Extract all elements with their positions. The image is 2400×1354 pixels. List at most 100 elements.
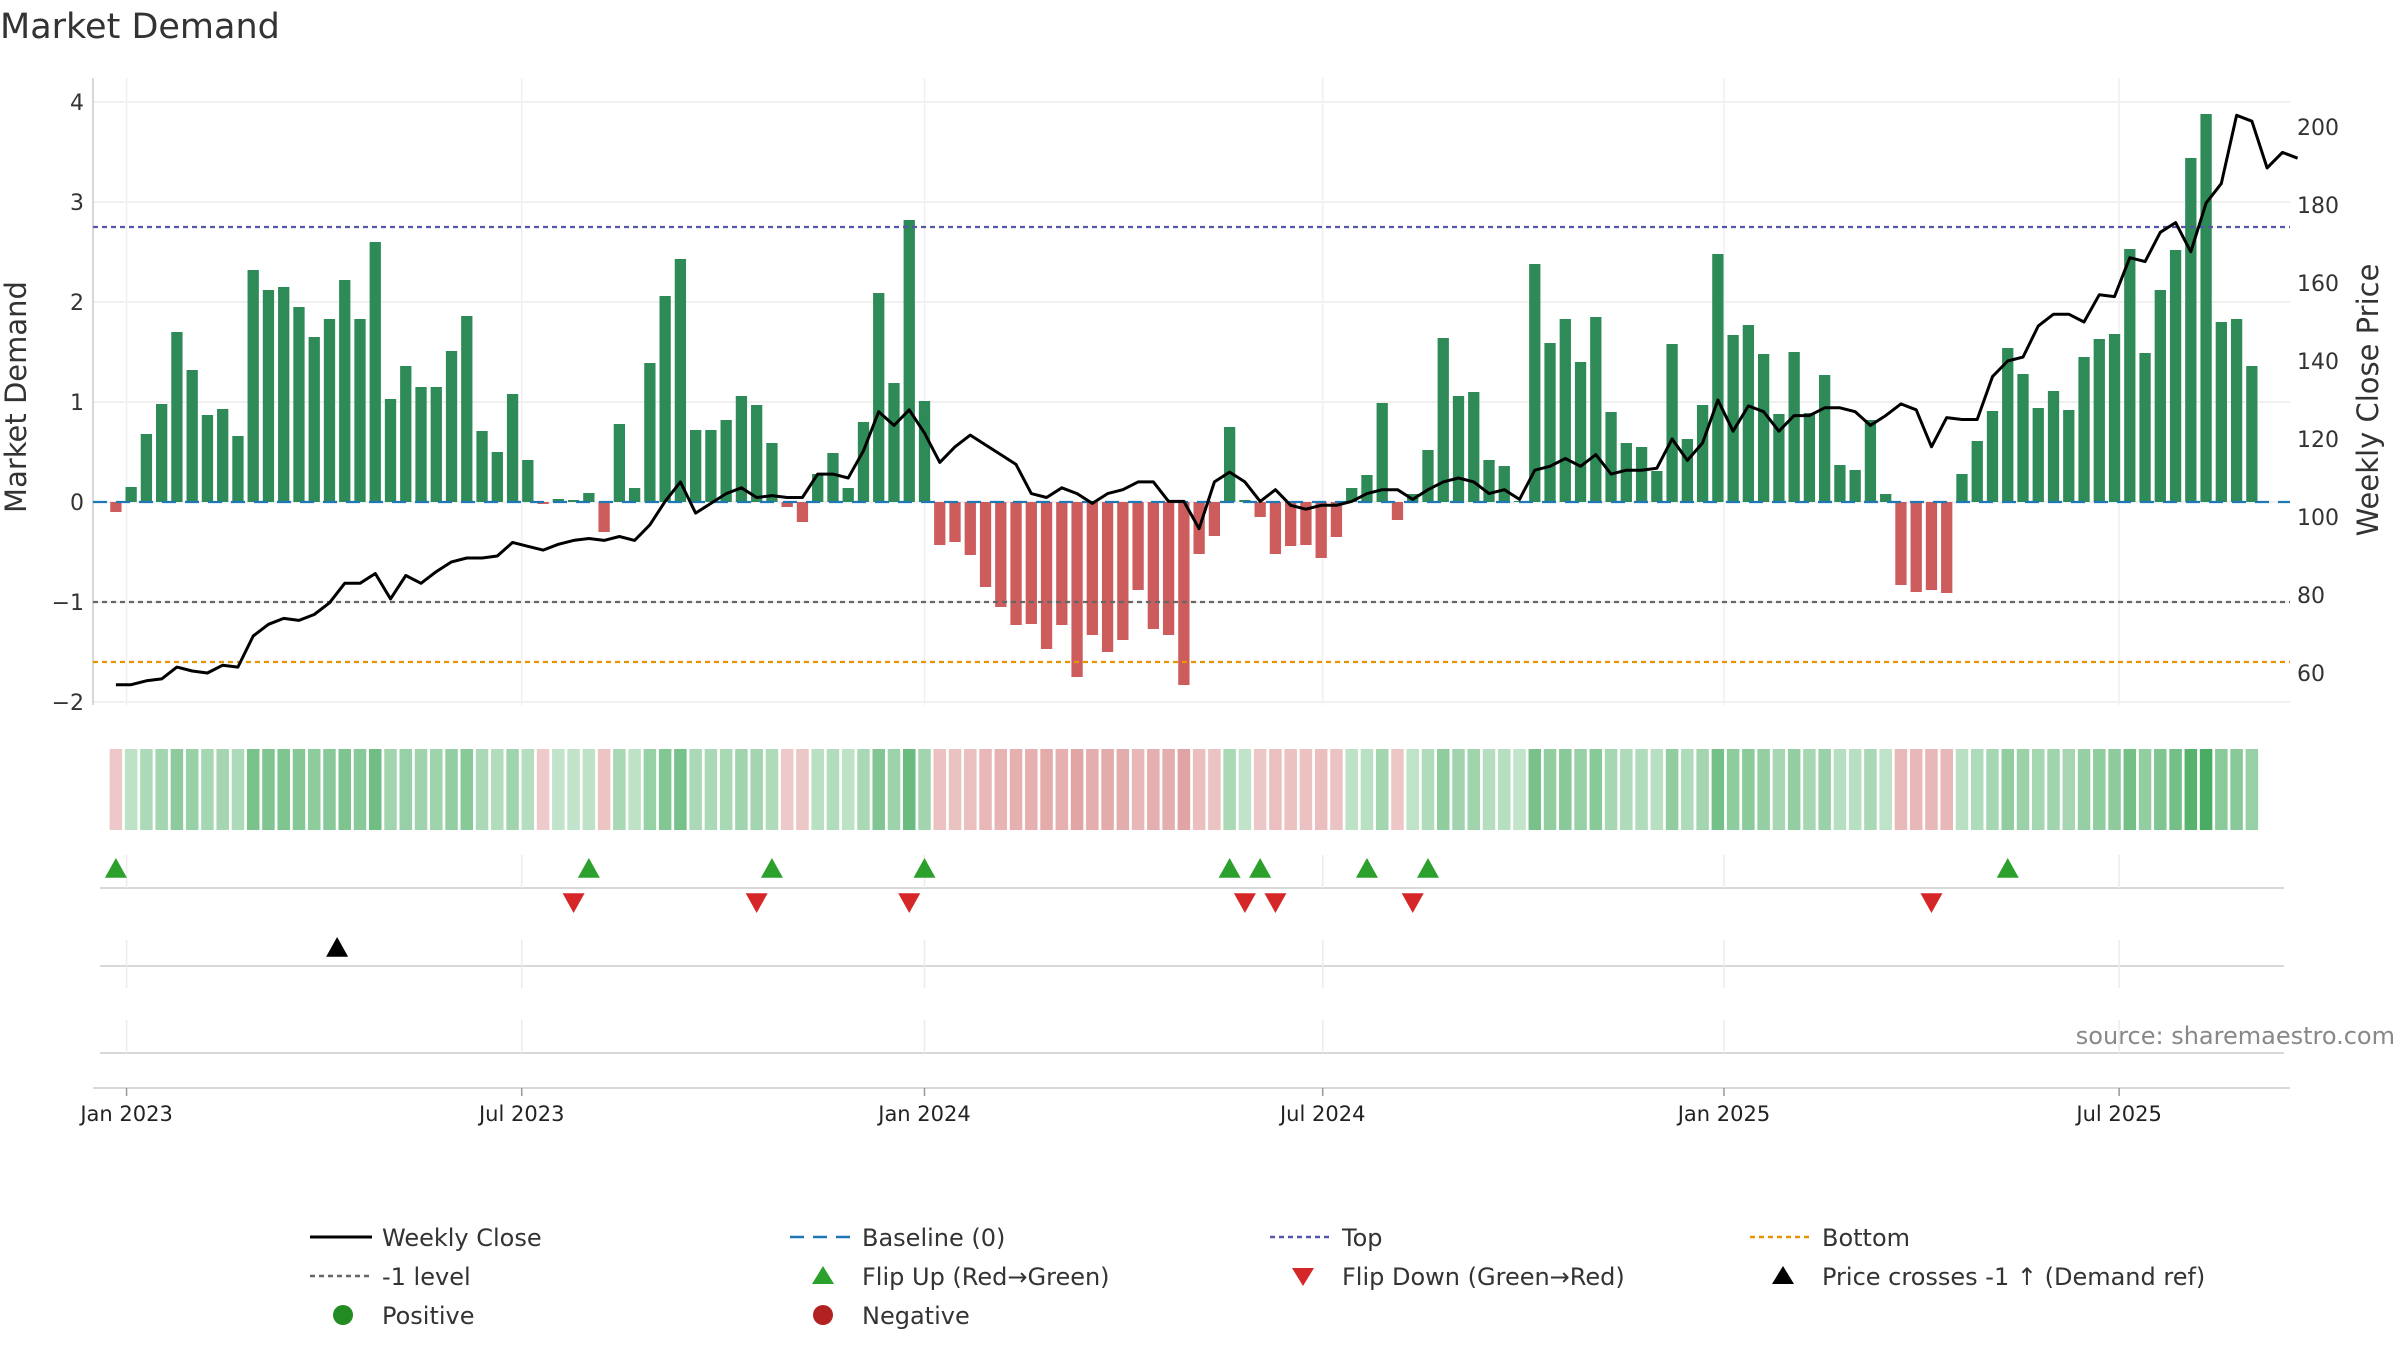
demand-bar <box>720 420 732 502</box>
price-cross-marker <box>326 937 349 957</box>
heatstrip-cell <box>1589 749 1603 830</box>
heatstrip-cell <box>1147 749 1160 830</box>
demand-bar <box>323 319 336 502</box>
demand-bar <box>1986 411 1999 502</box>
demand-bar <box>445 351 458 502</box>
flip-up-marker <box>1355 858 1378 878</box>
demand-bar <box>1895 502 1907 585</box>
demand-bar <box>1849 470 1861 502</box>
heatstrip-cell <box>1848 749 1862 830</box>
demand-bar <box>1452 396 1465 502</box>
demand-bar <box>781 502 793 507</box>
legend-item-flip-down: Flip Down (Green→Red) <box>1292 1263 1625 1291</box>
y-axis-ticks: 4 3 2 1 0 −1 −2 <box>52 91 84 716</box>
flip-up-marker <box>1249 858 1272 878</box>
demand-bar <box>522 460 534 502</box>
flip-up-marker <box>1996 858 2019 878</box>
demand-bar <box>110 502 122 512</box>
legend-swatch <box>1292 1268 1314 1286</box>
heatstrip-cell <box>765 749 779 830</box>
legend: Weekly Close Baseline (0) Top Bottom -1 leve… <box>310 1224 2205 1330</box>
demand-bar <box>1040 502 1053 649</box>
demand-bar <box>247 270 259 502</box>
demand-bar <box>2047 391 2060 502</box>
heatstrip-cell <box>1086 749 1099 830</box>
demand-bar <box>415 387 427 502</box>
heatstrip-cell <box>689 749 702 830</box>
demand-bar <box>918 401 931 502</box>
demand-bar <box>690 430 702 502</box>
flip-down-marker <box>1920 893 1943 913</box>
legend-swatch <box>813 1305 833 1325</box>
flip-up-marker <box>913 858 936 878</box>
legend-swatch <box>333 1305 353 1325</box>
heatstrip-cell <box>1116 749 1130 830</box>
y-tick-label: 0 <box>70 491 84 516</box>
demand-bar <box>1223 427 1236 502</box>
heatstrip-cell <box>1192 749 1206 830</box>
x-tick-label: Jan 2023 <box>78 1102 173 1126</box>
demand-bar <box>1742 325 1755 502</box>
demand-bar <box>1162 502 1175 635</box>
heatstrip-cell <box>1528 749 1542 830</box>
heatstrip-cell <box>109 749 123 830</box>
demand-bar <box>308 337 320 502</box>
demand-bar <box>812 474 824 502</box>
heatstrip-cell <box>1314 749 1328 830</box>
heatstrip-cell <box>1025 749 1038 830</box>
x-tick-label: Jul 2025 <box>2074 1102 2161 1126</box>
heatstrip-cell <box>1574 749 1587 830</box>
heatstrip-cell <box>750 749 763 830</box>
heatstrip-cell <box>2047 749 2060 830</box>
heatstrip-cell <box>994 749 1008 830</box>
demand-bar <box>293 307 305 502</box>
demand-bar <box>1117 502 1129 640</box>
y2-tick-label: 200 <box>2297 116 2339 141</box>
heatstrip-cell <box>1803 749 1816 830</box>
legend-item-top: Top <box>1270 1224 1383 1252</box>
legend-swatch <box>1772 1266 1794 1284</box>
heatstrip-cell <box>246 749 260 830</box>
heatstrip-cell <box>1330 749 1343 830</box>
legend-item-positive: Positive <box>333 1302 475 1330</box>
heatstrip-cell <box>2093 749 2106 830</box>
demand-bar <box>2032 408 2044 502</box>
demand-bar <box>567 500 580 502</box>
legend-label: Flip Down (Green→Red) <box>1342 1263 1625 1291</box>
demand-bar <box>1498 466 1510 502</box>
heatstrip-cell <box>384 749 397 830</box>
y2-tick-label: 60 <box>2297 662 2325 687</box>
heatstrip-cell <box>1421 749 1435 830</box>
y-tick-label: −1 <box>52 591 84 616</box>
demand-bar <box>1620 443 1632 502</box>
demand-bar <box>1529 264 1541 502</box>
heatstrip-cell <box>2032 749 2045 830</box>
demand-bar <box>1605 412 1617 502</box>
heatstrip-cell <box>1864 749 1877 830</box>
heatstrip-cell <box>1620 749 1633 830</box>
demand-bar <box>186 370 198 502</box>
event-markers <box>93 855 2290 1089</box>
legend-label: Bottom <box>1822 1224 1910 1252</box>
heatstrip-cell <box>491 749 504 830</box>
demand-bar <box>1071 502 1083 677</box>
demand-bar <box>1803 413 1816 502</box>
demand-bar <box>751 405 763 502</box>
heatstrip-cell <box>323 749 336 830</box>
demand-bar <box>201 415 214 502</box>
heatstrip-cell <box>2184 749 2198 830</box>
demand-bar <box>1208 502 1221 536</box>
heatstrip-cell <box>582 749 596 830</box>
heatstrip-cell <box>1223 749 1236 830</box>
heatstrip-cell <box>964 749 977 830</box>
demand-bar <box>1819 375 1831 502</box>
demand-bar <box>1101 502 1114 652</box>
flip-down-marker <box>1233 893 1256 913</box>
legend-label: -1 level <box>382 1263 471 1291</box>
demand-bar <box>1361 475 1373 502</box>
demand-bar <box>1544 343 1556 502</box>
heatstrip-cell <box>1787 749 1801 830</box>
demand-bar <box>873 293 885 502</box>
heatstrip-cell <box>1269 749 1282 830</box>
